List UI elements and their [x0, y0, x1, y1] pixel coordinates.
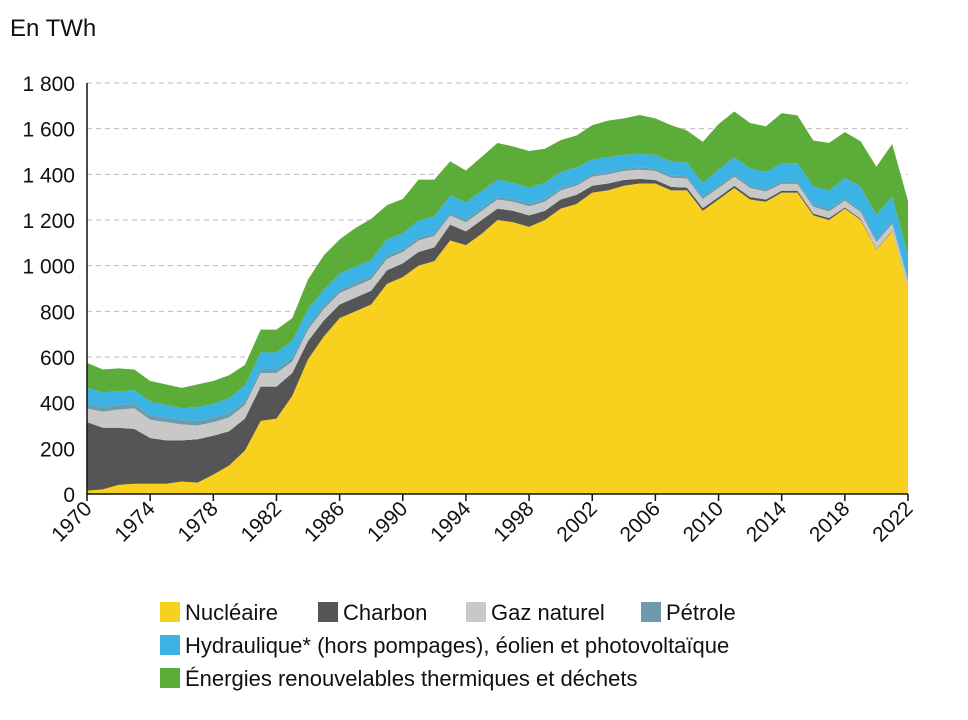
legend-swatch: [160, 668, 180, 688]
x-tick-label: 1970: [47, 497, 96, 546]
area: [87, 153, 908, 421]
x-tick-label: 1986: [300, 497, 349, 546]
legend-label: Énergies renouvelables thermiques et déc…: [185, 666, 638, 691]
legend-swatch: [318, 602, 338, 622]
y-tick-label: 1 400: [22, 164, 75, 187]
legend-label: Pétrole: [666, 600, 736, 625]
y-tick-label: 600: [40, 347, 75, 370]
x-tick-label: 1978: [174, 497, 223, 546]
area: [87, 111, 908, 409]
y-tick-label: 0: [63, 484, 75, 507]
y-tick-label: 1 800: [22, 73, 75, 96]
x-tick-label: 2018: [805, 497, 854, 546]
y-tick-label: 1 000: [22, 256, 75, 279]
y-tick-label: 400: [40, 393, 75, 416]
x-tick-label: 2014: [742, 497, 792, 547]
x-tick-label: 1974: [110, 497, 160, 547]
area: [87, 167, 908, 426]
x-tick-label: 1982: [237, 497, 286, 546]
legend-label: Charbon: [343, 600, 427, 625]
x-tick-label: 1990: [363, 497, 412, 546]
y-tick-label: 800: [40, 301, 75, 324]
y-axis-label: En TWh: [10, 15, 96, 42]
area: [87, 178, 908, 491]
x-tick-label: 1998: [489, 497, 538, 546]
area: [87, 183, 908, 494]
legend-label: Hydraulique* (hors pompages), éolien et …: [185, 633, 729, 658]
y-tick-label: 1 600: [22, 119, 75, 142]
legend-label: Gaz naturel: [491, 600, 605, 625]
y-tick-label: 200: [40, 438, 75, 461]
legend-swatch: [466, 602, 486, 622]
x-tick-label: 2006: [616, 497, 665, 546]
legend-swatch: [641, 602, 661, 622]
x-tick-label: 2022: [868, 497, 917, 546]
x-tick-label: 2010: [679, 497, 728, 546]
area: [87, 169, 908, 441]
x-tick-label: 2002: [552, 497, 601, 546]
legend-label: Nucléaire: [185, 600, 278, 625]
legend-swatch: [160, 635, 180, 655]
y-tick-label: 1 200: [22, 210, 75, 233]
legend-swatch: [160, 602, 180, 622]
x-tick-label: 1994: [426, 497, 476, 547]
